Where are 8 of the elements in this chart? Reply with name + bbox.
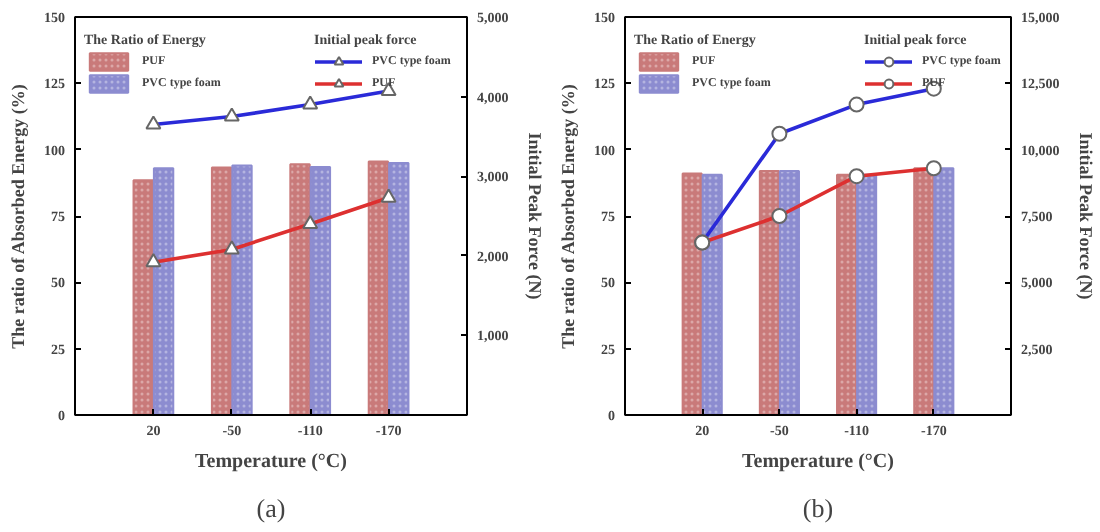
y2-axis-title: Initial Peak Force (N) [524, 132, 545, 300]
x-axis-title: Temperature (°C) [195, 451, 347, 473]
text: (a) [256, 493, 286, 523]
x-axis-title: Temperature (°C) [742, 451, 894, 473]
y-axis-title: The ratio of Absorbed Energy (%) [8, 84, 28, 349]
text: (b) [802, 493, 834, 523]
y2-axis-title: Initial Peak Force (N) [1075, 132, 1096, 300]
y-axis-title: The ratio of Absorbed Energy (%) [558, 84, 578, 349]
